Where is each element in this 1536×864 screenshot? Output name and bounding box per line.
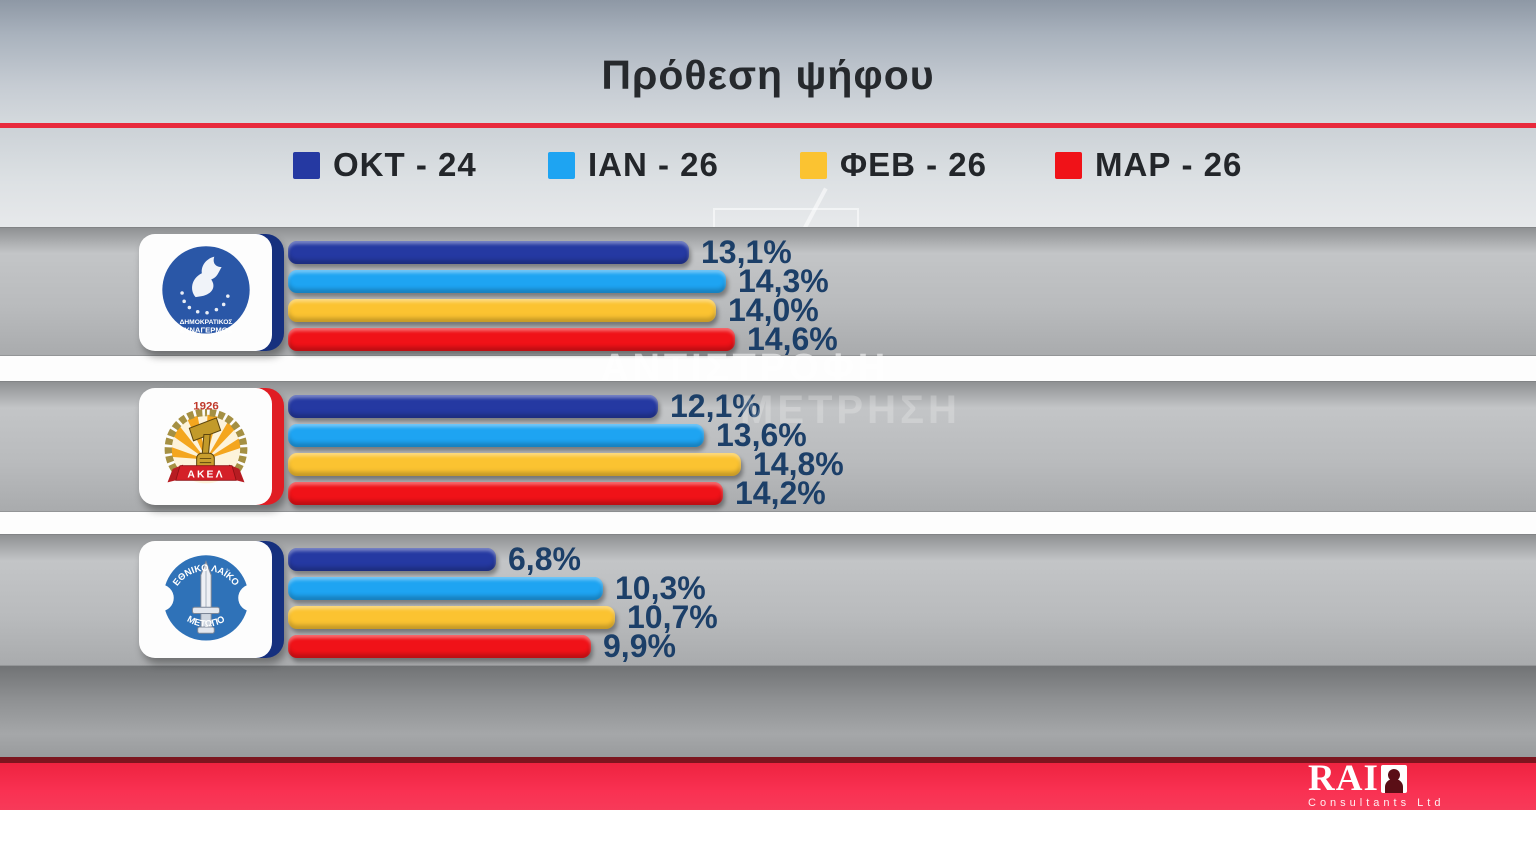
legend-item-mar26: ΜΑΡ - 26	[1055, 146, 1242, 184]
legend-label: ΙΑΝ - 26	[588, 146, 719, 183]
page-title: Πρόθεση ψήφου	[601, 52, 935, 98]
poll-bar-value: 13,1%	[701, 234, 792, 270]
poll-bar	[288, 299, 716, 322]
bars-group-elam: 6,8% 10,3% 10,7% 9,9%	[288, 541, 718, 664]
elam-sword-emblem-icon: ΕΘΝΙΚΟ ΛΑΪΚΟ ΜΕΤΩΠΟ	[153, 554, 258, 641]
party-logo-card: ΕΘΝΙΚΟ ΛΑΪΚΟ ΜΕΤΩΠΟ	[139, 541, 284, 658]
svg-text:1926: 1926	[193, 400, 218, 412]
poll-bar-row: 13,6%	[288, 417, 844, 453]
poll-bar-row: 14,3%	[288, 263, 838, 299]
poll-bar-row: 10,7%	[288, 599, 718, 635]
red-stripe-shadow-edge	[0, 757, 1536, 763]
poll-bar-row: 12,1%	[288, 388, 844, 424]
legend-item-okt24: ΟΚΤ - 24	[293, 146, 477, 184]
poll-bar	[288, 270, 726, 293]
poll-bar	[288, 453, 741, 476]
poll-bar	[288, 548, 496, 571]
poll-bar-row: 14,2%	[288, 475, 844, 511]
bars-group-disy: 13,1% 14,3% 14,0% 14,6%	[288, 234, 838, 357]
poll-bar-value: 14,8%	[753, 446, 844, 482]
party-row-elam: ΕΘΝΙΚΟ ΛΑΪΚΟ ΜΕΤΩΠΟ 6,8% 10,3% 10,7% 9,9%	[0, 534, 1536, 666]
poll-bar-value: 14,6%	[747, 321, 838, 357]
svg-text:ΑΚΕΛ: ΑΚΕΛ	[187, 469, 224, 480]
party-logo-card: 1926 ΑΚΕΛ	[139, 388, 284, 505]
svg-text:ΜΕΤΩΠΟ: ΜΕΤΩΠΟ	[185, 613, 226, 628]
legend-swatch-mar26	[1055, 151, 1082, 179]
party-row-akel: 1926 ΑΚΕΛ 12,1% 13,6% 14,8% 14,2%	[0, 381, 1536, 512]
poll-bar-value: 12,1%	[670, 388, 761, 424]
legend-swatch-okt24	[293, 151, 320, 179]
poll-bar-row: 14,0%	[288, 292, 838, 328]
poll-bar-value: 13,6%	[716, 417, 807, 453]
poll-bar	[288, 482, 723, 505]
poll-bar-value: 6,8%	[508, 541, 581, 577]
rai-wordmark: RAI	[1308, 758, 1379, 799]
party-row-disy: ΔΗΜΟΚΡΑΤΙΚΟΣ ΣΥΝΑΓΕΡΜΟΣ 13,1% 14,3% 14,0% 1…	[0, 227, 1536, 356]
poll-bar-value: 10,3%	[615, 570, 706, 606]
poll-bar	[288, 606, 615, 629]
legend-label: ΜΑΡ - 26	[1095, 146, 1243, 183]
poll-bar-row: 9,9%	[288, 628, 718, 664]
disy-dove-emblem-icon: ΔΗΜΟΚΡΑΤΙΚΟΣ ΣΥΝΑΓΕΡΜΟΣ	[161, 245, 250, 334]
svg-text:ΣΥΝΑΓΕΡΜΟΣ: ΣΥΝΑΓΕΡΜΟΣ	[179, 325, 232, 334]
watermark-line1: ΑΝΤΙΣΤΡΟΦΗ	[601, 347, 890, 389]
poll-bar	[288, 241, 689, 264]
poll-bar-value: 10,7%	[627, 599, 718, 635]
rai-subtitle: Consultants Ltd	[1308, 797, 1445, 809]
poll-bar	[288, 424, 704, 447]
poll-bar	[288, 328, 735, 351]
header-band	[0, 0, 1536, 123]
poll-bar-row: 10,3%	[288, 570, 718, 606]
legend-label: ΟΚΤ - 24	[333, 146, 477, 183]
subheader-band	[0, 128, 1536, 227]
poll-bar-row: 14,8%	[288, 446, 844, 482]
bottom-red-stripe	[0, 763, 1536, 810]
poll-bar-value: 14,2%	[735, 475, 826, 511]
poll-bar	[288, 635, 591, 658]
red-divider-line	[0, 123, 1536, 128]
poll-bar	[288, 577, 603, 600]
legend-swatch-feb26	[800, 151, 827, 179]
akel-hammer-emblem-icon: 1926 ΑΚΕΛ	[164, 400, 247, 483]
legend-label: ΦΕΒ - 26	[840, 146, 987, 183]
svg-text:ΔΗΜΟΚΡΑΤΙΚΟΣ: ΔΗΜΟΚΡΑΤΙΚΟΣ	[179, 319, 232, 326]
party-logo-card: ΔΗΜΟΚΡΑΤΙΚΟΣ ΣΥΝΑΓΕΡΜΟΣ	[139, 234, 284, 351]
poll-bar-row: 6,8%	[288, 541, 718, 577]
rai-consultants-logo: RAI Consultants Ltd	[1308, 758, 1488, 809]
poll-bar-row: 14,6%	[288, 321, 838, 357]
watermark-line2: ΜΕΤΡΗΣΗ	[740, 388, 961, 432]
poll-bar-value: 14,3%	[738, 263, 829, 299]
poll-bar	[288, 395, 658, 418]
legend-item-feb26: ΦΕΒ - 26	[800, 146, 987, 184]
legend-item-ian26: ΙΑΝ - 26	[548, 146, 719, 184]
poll-bar-value: 9,9%	[603, 628, 676, 664]
bars-group-akel: 12,1% 13,6% 14,8% 14,2%	[288, 388, 844, 511]
poll-bar-value: 14,0%	[728, 292, 819, 328]
rai-person-emblem-icon	[1380, 765, 1407, 793]
bottom-white-strip	[0, 810, 1536, 864]
poll-bar-row: 13,1%	[288, 234, 838, 270]
legend-swatch-ian26	[548, 151, 575, 179]
studio-floor	[0, 666, 1536, 757]
